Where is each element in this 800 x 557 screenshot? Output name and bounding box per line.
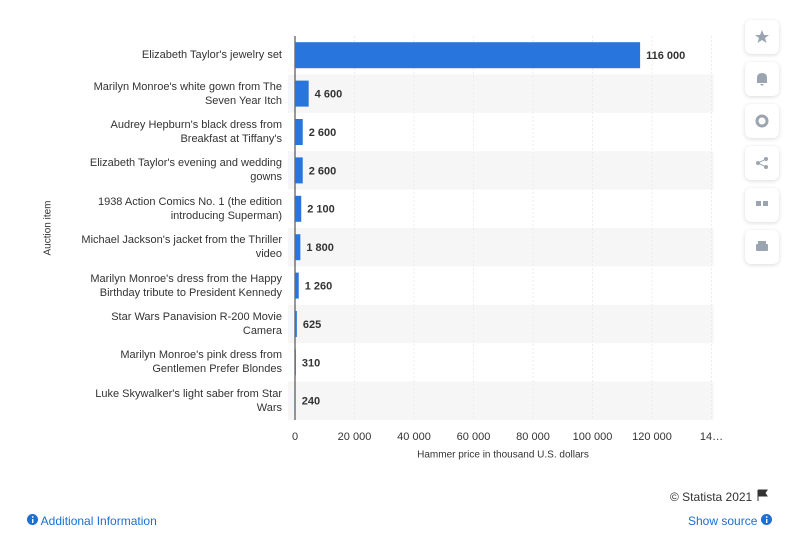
row-stripe bbox=[288, 381, 714, 420]
flag-icon bbox=[757, 489, 768, 501]
y-tick-label: Audrey Hepburn's black dress from Breakf… bbox=[110, 119, 282, 145]
y-tick-label: Elizabeth Taylor's evening and wedding g… bbox=[89, 157, 282, 184]
value-label: 310 bbox=[302, 357, 320, 369]
settings-button[interactable] bbox=[745, 104, 779, 138]
y-tick-label: Marilyn Monroe's pink dress from Gentlem… bbox=[120, 349, 282, 376]
value-label: 625 bbox=[303, 319, 321, 331]
y-axis-title: Auction item bbox=[43, 200, 54, 255]
bar bbox=[295, 234, 301, 261]
y-tick-label: Elizabeth Taylor's jewelry set bbox=[141, 49, 282, 62]
y-tick-label: Star Wars Panavision R-200 Movie Camera bbox=[111, 311, 282, 337]
cite-button[interactable] bbox=[745, 188, 779, 222]
info-icon bbox=[760, 514, 772, 525]
x-tick-label: 80 000 bbox=[516, 431, 550, 443]
x-tick-label: 40 000 bbox=[397, 431, 431, 443]
bar bbox=[295, 311, 297, 337]
value-label: 2 600 bbox=[309, 127, 337, 139]
row-stripe bbox=[288, 151, 714, 190]
value-label: 240 bbox=[302, 396, 320, 408]
x-tick-label: 120 000 bbox=[632, 431, 672, 443]
bar bbox=[295, 42, 641, 69]
y-tick-label: Marilyn Monroe's dress from the Happy Bi… bbox=[90, 272, 282, 299]
row-stripe bbox=[288, 74, 714, 113]
value-label: 2 600 bbox=[309, 165, 337, 177]
credit: © Statista 2021 bbox=[670, 489, 768, 504]
additional-information[interactable]: Additional Information bbox=[27, 514, 157, 528]
y-tick-label: Michael Jackson's jacket from the Thrill… bbox=[81, 234, 282, 261]
x-tick-label: 60 000 bbox=[457, 431, 491, 443]
credit-text: © Statista 2021 bbox=[670, 490, 753, 504]
y-tick-label: Luke Skywalker's light saber from Star W… bbox=[95, 387, 282, 414]
bar bbox=[295, 387, 296, 414]
y-tick-label: 1938 Action Comics No. 1 (the edition in… bbox=[97, 195, 282, 222]
additional-information-text[interactable]: Additional Information bbox=[40, 514, 157, 528]
favorite-button[interactable] bbox=[745, 20, 779, 54]
x-tick-label: 14… bbox=[700, 431, 723, 443]
value-label: 2 100 bbox=[307, 204, 335, 216]
show-source[interactable]: Show source bbox=[688, 514, 772, 528]
row-stripe bbox=[288, 304, 714, 344]
y-tick-label: Marilyn Monroe's white gown from The Sev… bbox=[93, 80, 282, 107]
share-button[interactable] bbox=[745, 146, 779, 180]
value-label: 116 000 bbox=[646, 50, 685, 62]
bar bbox=[295, 195, 302, 222]
bar bbox=[295, 272, 299, 299]
bar bbox=[295, 349, 296, 376]
bar bbox=[295, 80, 309, 107]
value-label: 1 800 bbox=[306, 242, 334, 254]
bar bbox=[295, 119, 303, 145]
info-icon bbox=[27, 514, 38, 525]
bar bbox=[295, 157, 303, 184]
notification-button[interactable] bbox=[745, 62, 779, 96]
x-tick-label: 0 bbox=[292, 431, 298, 443]
value-label: 4 600 bbox=[315, 89, 343, 101]
show-source-text[interactable]: Show source bbox=[688, 514, 758, 528]
x-tick-label: 100 000 bbox=[573, 431, 613, 443]
x-tick-label: 20 000 bbox=[338, 431, 372, 443]
x-axis-title: Hammer price in thousand U.S. dollars bbox=[417, 450, 589, 461]
row-stripe bbox=[288, 228, 714, 267]
print-button[interactable] bbox=[745, 230, 779, 264]
value-label: 1 260 bbox=[305, 281, 333, 293]
